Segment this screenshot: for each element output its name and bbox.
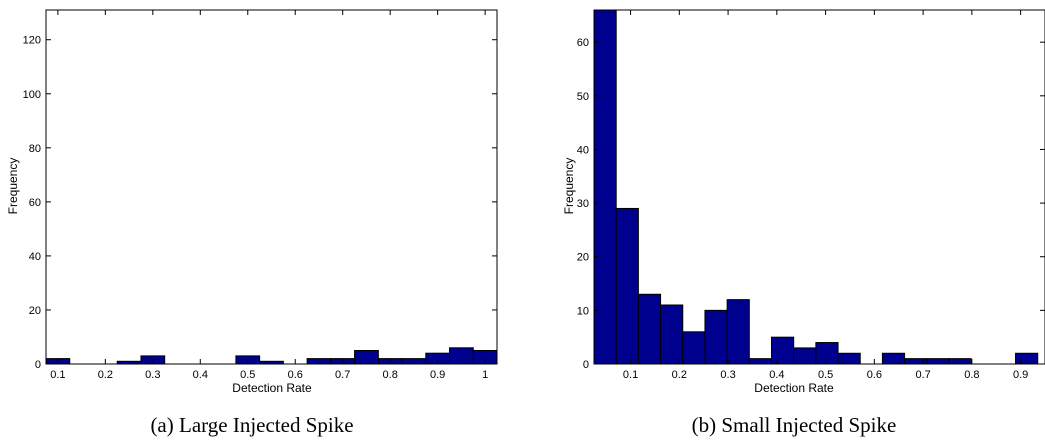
x-tick-label: 0.1 [623,369,638,381]
histogram-bar [704,309,728,365]
histogram-bar [660,304,684,365]
chart-a: 0.1 0.2 0.3 0.4 0.5 0.6 0.7 0.8 0.9 1 0 20 40 60 80 100… [6,9,498,437]
chart-a-caption: (a) Large Injected Spike [150,413,353,437]
chart-b-axes: 0.1 0.2 0.3 0.4 0.5 0.6 0.7 0.8 0.9 0 10 20 30 40 50 60 [577,9,1045,381]
histogram-bar [771,336,795,365]
chart-b-bars [593,9,1039,365]
histogram-bar [837,352,861,365]
histogram-bar [354,349,379,365]
x-tick-label: 0.8 [964,369,979,381]
y-tick-label: 40 [577,144,589,156]
x-tick-label: 0.3 [145,369,160,381]
axes-box [593,9,1045,365]
histogram-bar [449,347,474,365]
y-tick-label: 100 [23,89,41,101]
x-tick-label: 0.9 [430,369,445,381]
histogram-bar [793,347,817,365]
chart-a-axes: 0.1 0.2 0.3 0.4 0.5 0.6 0.7 0.8 0.9 1 0 20 40 60 80 100… [23,9,498,381]
chart-b-caption: (b) Small Injected Spike [692,413,897,437]
chart-a-y-axis-title: Frequency [6,158,20,215]
x-tick-label: 0.5 [818,369,833,381]
histogram-bar [615,207,639,365]
histogram-bar [593,9,617,365]
x-tick-label: 0.9 [1013,369,1028,381]
y-tick-label: 30 [577,198,589,210]
x-tick-label: 0.2 [672,369,687,381]
histogram-bar [637,293,662,365]
y-tick-label: 20 [29,305,41,317]
x-tick-label: 0.2 [98,369,113,381]
histogram-bar [948,358,972,365]
y-tick-label: 0 [583,359,589,371]
histogram-bar [1015,352,1039,365]
y-tick-label: 0 [35,359,41,371]
y-tick-label: 60 [29,197,41,209]
x-tick-label: 1 [482,369,488,381]
chart-b-y-axis-title: Frequency [562,158,576,215]
axes-box [45,9,498,365]
histogram-bar [881,352,906,365]
histogram-bar [815,342,839,365]
histogram-bar [306,358,332,365]
y-tick-label: 80 [29,143,41,155]
x-tick-label: 0.7 [335,369,350,381]
chart-b: 0.1 0.2 0.3 0.4 0.5 0.6 0.7 0.8 0.9 0 10 20 30 40 50 60… [562,9,1045,437]
x-tick-label: 0.5 [240,369,255,381]
chart-a-x-axis-title: Detection Rate [232,381,312,395]
y-tick-label: 120 [23,35,41,47]
x-tick-label: 0.4 [193,369,208,381]
x-tick-label: 0.1 [50,369,65,381]
histogram-bar [748,358,772,365]
y-tick-label: 50 [577,91,589,103]
x-tick-label: 0.7 [915,369,930,381]
histogram-bar [926,358,950,365]
histogram-bar [401,358,427,365]
y-tick-label: 20 [577,252,589,264]
chart-b-x-axis-title: Detection Rate [754,381,834,395]
y-tick-label: 10 [577,305,589,317]
y-tick-label: 40 [29,251,41,263]
x-tick-label: 0.6 [867,369,882,381]
x-tick-label: 0.4 [769,369,784,381]
histogram-bar [726,299,750,365]
histogram-bar [682,331,706,365]
x-tick-label: 0.8 [383,369,398,381]
x-tick-label: 0.6 [288,369,303,381]
y-tick-label: 60 [577,37,589,49]
chart-a-bars [45,347,498,365]
x-tick-label: 0.3 [720,369,735,381]
